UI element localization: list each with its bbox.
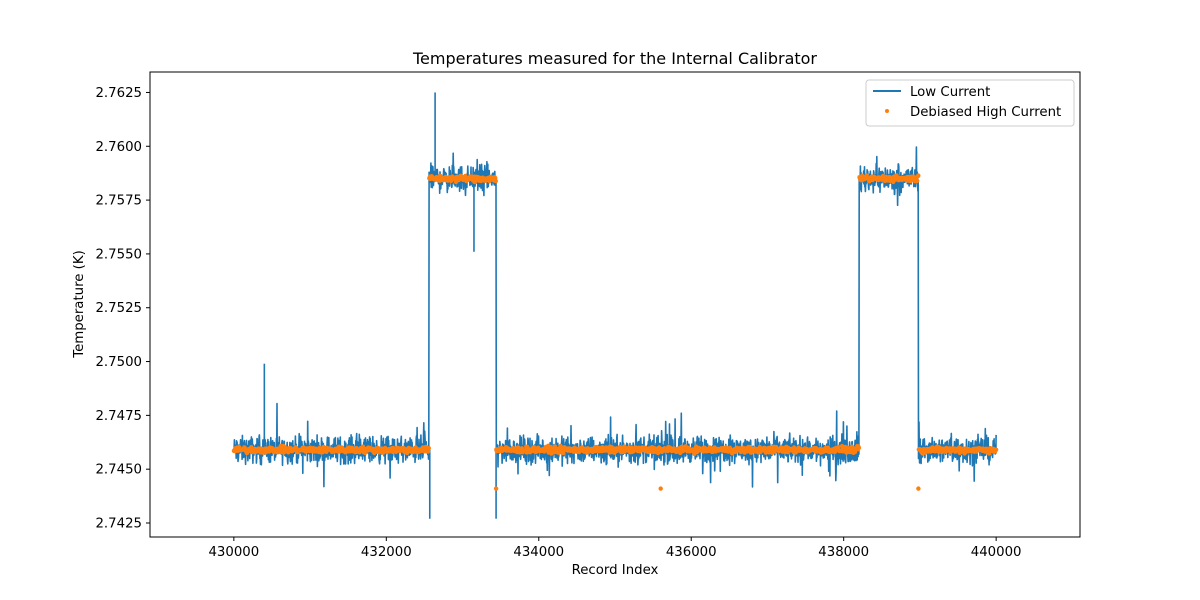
scatter-point <box>993 447 999 452</box>
x-tick-label: 438000 <box>818 545 869 560</box>
axes: 430000 432000 434000 436000 438000 440000 2.74… <box>95 71 1081 560</box>
x-tick-label: 432000 <box>361 545 412 560</box>
axes-frame <box>149 71 1081 538</box>
scatter-point <box>856 445 862 450</box>
y-tick-label: 2.7450 <box>95 463 142 478</box>
scatter-point <box>426 446 431 451</box>
scatter-point <box>426 449 431 454</box>
legend: Low Current Debiased High Current <box>865 79 1075 127</box>
scatter-point <box>916 486 921 491</box>
y-tick-label: 2.7425 <box>95 517 142 532</box>
x-tick-label: 434000 <box>513 545 564 560</box>
y-tick-label: 2.7575 <box>95 194 142 209</box>
scatter-point <box>658 486 663 491</box>
x-axis-label: Record Index <box>572 563 659 578</box>
x-tick-label: 430000 <box>208 545 259 560</box>
series-scatter-debiased-high-current <box>231 173 999 491</box>
y-tick-label: 2.7525 <box>95 301 142 316</box>
legend-box <box>865 79 1075 127</box>
x-tick-label: 440000 <box>971 545 1022 560</box>
scatter-point <box>493 486 499 491</box>
y-tick-label: 2.7550 <box>95 247 142 262</box>
y-axis-label: Temperature (K) <box>72 250 87 359</box>
y-tick-label: 2.7500 <box>95 355 142 370</box>
legend-label-low-current: Low Current <box>910 85 990 100</box>
legend-marker-debiased-high-current <box>885 109 889 113</box>
scatter-point <box>916 173 921 178</box>
chart-title: Temperatures measured for the Internal C… <box>412 49 817 68</box>
scatter-point <box>915 178 920 184</box>
x-tick-label: 436000 <box>666 545 717 560</box>
y-tick-label: 2.7600 <box>95 140 142 155</box>
y-tick-label: 2.7475 <box>95 409 142 424</box>
scatter-point <box>493 178 498 184</box>
plot-area <box>231 92 999 519</box>
y-tick-label: 2.7625 <box>95 86 142 101</box>
legend-label-debiased-high-current: Debiased High Current <box>910 105 1061 120</box>
scatter-point <box>561 450 566 456</box>
